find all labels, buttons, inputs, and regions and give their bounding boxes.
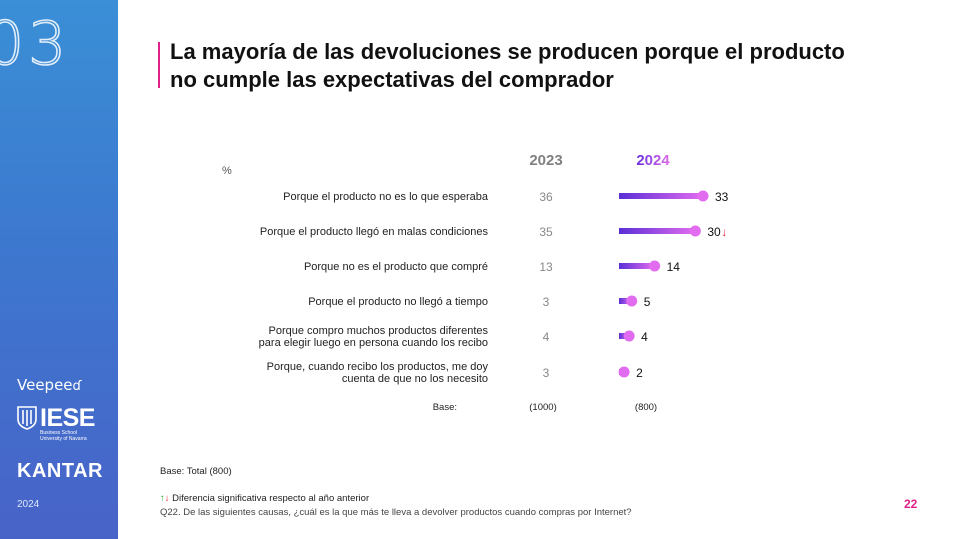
significance-legend: ↑↓ Diferencia significativa respecto al … <box>160 493 369 504</box>
category-label-line1: Porque, cuando recibo los productos, me … <box>267 361 489 373</box>
arrow-down-red-icon: ↓ <box>164 493 170 504</box>
value-2023: 4 <box>543 330 550 344</box>
value-2024: 5 <box>644 295 651 309</box>
value-2023: 35 <box>539 225 553 239</box>
category-label: Porque no es el producto que compré <box>304 261 488 273</box>
value-2024: 33 <box>715 190 729 204</box>
category-label: Porque el producto llegó en malas condic… <box>260 226 489 238</box>
veepee-logo-text: Veepee <box>17 376 73 394</box>
iese-logo-text: IESE <box>40 404 95 432</box>
category-label-line2: cuenta de que no los necesito <box>342 373 488 385</box>
category-label: Porque el producto no llegó a tiempo <box>308 296 488 308</box>
unit-label: % <box>222 165 232 177</box>
category-label: Porque el producto no es lo que esperaba <box>283 191 489 203</box>
value-2024: 14 <box>667 260 681 274</box>
iese-logo: IESE Business School University of Navar… <box>17 406 95 442</box>
value-2024: 4 <box>641 330 648 344</box>
category-label-line2: para elegir luego en persona cuando los … <box>259 337 488 349</box>
col-header-2024: 2024 <box>636 152 670 169</box>
question-note: Q22. De las siguientes causas, ¿cuál es … <box>160 507 632 518</box>
section-number: 03 <box>0 9 71 79</box>
base-2023: (1000) <box>529 402 556 413</box>
value-2023: 3 <box>543 366 550 380</box>
bar-2024 <box>619 298 632 304</box>
veepee-mark-icon: ɗ <box>72 379 82 394</box>
col-header-2023: 2023 <box>529 152 562 169</box>
page-number: 22 <box>904 497 918 511</box>
value-2023: 13 <box>539 260 553 274</box>
kantar-logo: KANTAR <box>17 460 103 482</box>
title-accent-bar <box>158 42 160 88</box>
base-label: Base: <box>433 402 457 413</box>
value-2024: 2 <box>636 366 643 380</box>
category-label-line1: Porque compro muchos productos diferente… <box>268 325 488 337</box>
significance-legend-text: Diferencia significativa respecto al año… <box>172 493 370 504</box>
base-2024: (800) <box>635 402 657 413</box>
value-2024: 30 <box>707 225 721 239</box>
arrow-up-green-icon: ↑ <box>160 493 165 504</box>
bar-end-dot <box>689 225 701 237</box>
base-note: Base: Total (800) <box>160 466 232 477</box>
sig-down-arrow-icon: ↓ <box>721 225 727 239</box>
bar-2024 <box>619 228 696 234</box>
bar-end-dot <box>626 295 638 307</box>
value-2023: 3 <box>543 295 550 309</box>
sidebar: 03 Veepeeɗ IESE Business School Universi… <box>0 0 118 539</box>
iese-logo-sub1: Business School <box>40 430 77 436</box>
bar-end-dot <box>649 260 661 272</box>
iese-shield-icon <box>17 406 37 430</box>
bar-end-dot <box>618 366 630 378</box>
sidebar-year: 2024 <box>17 499 40 510</box>
bar-2024 <box>619 263 655 269</box>
bar-2024 <box>619 193 703 199</box>
value-2023: 36 <box>539 190 553 204</box>
page-title: La mayoría de las devoluciones se produc… <box>170 39 845 92</box>
veepee-logo: Veepeeɗ <box>17 376 82 394</box>
iese-logo-sub2: University of Navarra <box>40 436 87 442</box>
bar-end-dot <box>697 190 709 202</box>
bar-end-dot <box>623 330 635 342</box>
